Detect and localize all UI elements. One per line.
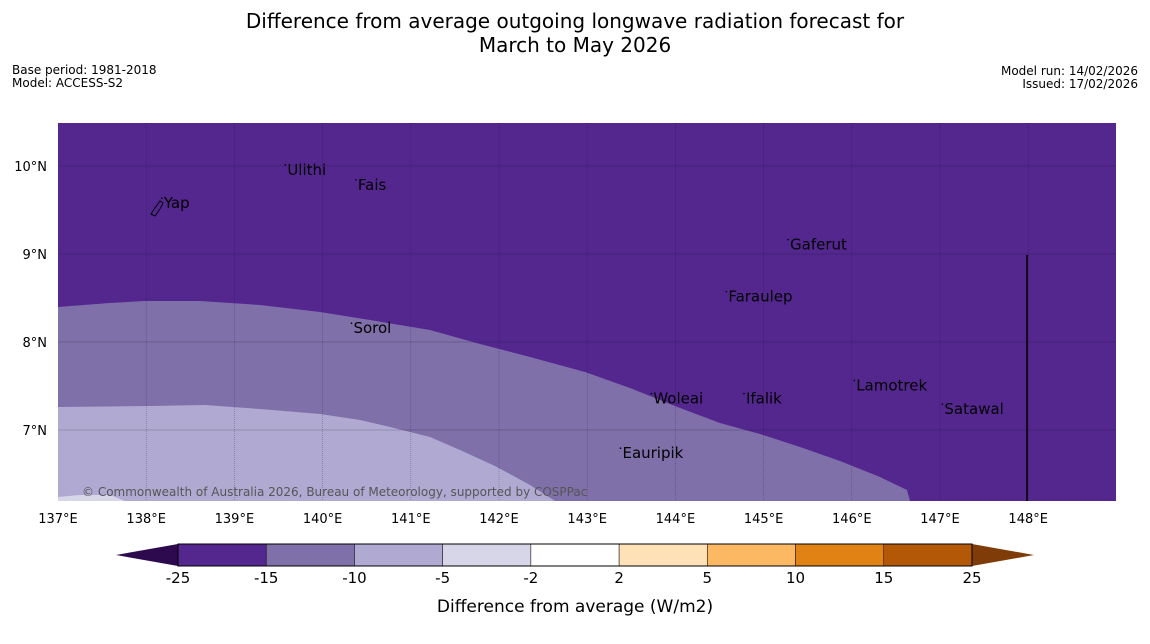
colorbar-tick-label: 2 — [614, 569, 624, 587]
place-label-sorol: Sorol — [353, 319, 391, 337]
colorbar-tick-label: 10 — [786, 569, 805, 587]
place-label-ulithi: Ulithi — [287, 161, 326, 179]
place-label-faraulep: Faraulep — [728, 288, 792, 306]
colorbar-tick-label: 25 — [962, 569, 981, 587]
lon-tick-label: 137°E — [38, 512, 78, 527]
place-label-fais: Fais — [358, 176, 387, 194]
island-marker — [787, 238, 789, 241]
graticule — [58, 123, 1116, 501]
colorbar-tick-label: -10 — [342, 569, 367, 587]
colorbar-bin — [795, 543, 885, 567]
lon-tick-label: 140°E — [303, 512, 343, 527]
colorbar-bins — [177, 543, 973, 567]
island-marker — [725, 290, 728, 293]
colorbar-bin — [177, 543, 267, 567]
colorbar-bin — [354, 543, 443, 567]
map-area: Yap Ulithi Fais Gaferut Faraulep Sorol Woleai I… — [58, 123, 1116, 501]
meta-right: Model run: 14/02/2026 Issued: 17/02/2026 — [1001, 65, 1138, 91]
colorbar-outline — [177, 543, 973, 567]
colorbar-bin — [883, 543, 973, 567]
colorbar-bin — [442, 543, 532, 567]
yap-island-shape — [150, 200, 164, 217]
colorbar-bin — [265, 543, 355, 567]
colorbar-under-arrow — [116, 544, 178, 566]
island-marker — [284, 164, 287, 166]
lat-tick-label: 10°N — [14, 160, 47, 175]
colorbar-bin — [618, 543, 708, 567]
region-minus10-minus5 — [58, 405, 555, 501]
latitude-ticks: 10°N 9°N 8°N 7°N — [14, 160, 47, 439]
lat-tick-label: 7°N — [23, 424, 48, 439]
base-period: Base period: 1981-2018 — [12, 63, 157, 77]
colorbar-label: Difference from average (W/m2) — [436, 597, 714, 617]
colorbar: -25 -15 -10 -5 -2 2 5 10 15 25 — [116, 543, 1034, 587]
island-marker — [853, 379, 856, 382]
island-marker — [619, 447, 622, 449]
region-minus5-minus2 — [58, 495, 125, 501]
colorbar-ticks: -25 -15 -10 -5 -2 2 5 10 15 25 — [166, 569, 982, 587]
place-label-ifalik: Ifalik — [746, 390, 782, 408]
place-label-woleai: Woleai — [653, 390, 703, 408]
island-marker — [355, 178, 357, 181]
lat-tick-label: 8°N — [23, 336, 48, 351]
title-line-2: March to May 2026 — [478, 33, 672, 57]
lon-tick-label: 147°E — [920, 512, 960, 527]
title-line-1: Difference from average outgoing longwav… — [245, 9, 905, 33]
meta-left: Base period: 1981-2018 Model: ACCESS-S2 — [12, 64, 157, 90]
colorbar-over-arrow — [972, 544, 1034, 566]
lon-tick-label: 143°E — [567, 512, 607, 527]
place-labels: Yap Ulithi Fais Gaferut Faraulep Sorol Woleai I… — [161, 161, 1004, 462]
colorbar-bin — [707, 543, 796, 567]
lon-tick-label: 145°E — [744, 512, 784, 527]
lon-tick-label: 138°E — [126, 512, 166, 527]
island-marker — [161, 197, 163, 200]
lon-tick-label: 146°E — [832, 512, 872, 527]
map-title: Difference from average outgoing longwav… — [0, 9, 1150, 57]
longitude-ticks: 137°E 138°E 139°E 140°E 141°E 142°E 143°E 144°E… — [38, 512, 1048, 527]
place-label-yap: Yap — [163, 194, 190, 212]
lon-tick-label: 148°E — [1008, 512, 1048, 527]
lon-tick-label: 142°E — [479, 512, 519, 527]
lat-tick-label: 9°N — [23, 248, 48, 263]
lon-tick-label: 144°E — [656, 512, 696, 527]
place-label-eauripik: Eauripik — [622, 444, 683, 462]
model-run: Model run: 14/02/2026 — [1000, 64, 1138, 78]
colorbar-tick-label: 5 — [703, 569, 713, 587]
issued-date: Issued: 17/02/2026 — [1022, 77, 1138, 91]
colorbar-tick-label: -2 — [523, 569, 538, 587]
island-marker — [941, 403, 944, 405]
place-label-lamotrek: Lamotrek — [856, 376, 927, 394]
island-marker — [650, 392, 653, 395]
copyright-text: © Commonwealth of Australia 2026, Bureau… — [82, 485, 587, 499]
lon-tick-label: 141°E — [391, 512, 431, 527]
colorbar-bin — [530, 543, 620, 567]
island-marker — [350, 322, 353, 325]
colorbar-tick-label: 15 — [874, 569, 893, 587]
colorbar-tick-label: -5 — [435, 569, 450, 587]
colorbar-tick-label: -25 — [166, 569, 191, 587]
place-label-satawal: Satawal — [944, 400, 1003, 418]
place-label-gaferut: Gaferut — [790, 236, 847, 254]
lon-tick-label: 139°E — [215, 512, 255, 527]
colorbar-tick-label: -15 — [254, 569, 279, 587]
island-marker — [743, 392, 745, 395]
model-name: Model: ACCESS-S2 — [12, 76, 124, 90]
